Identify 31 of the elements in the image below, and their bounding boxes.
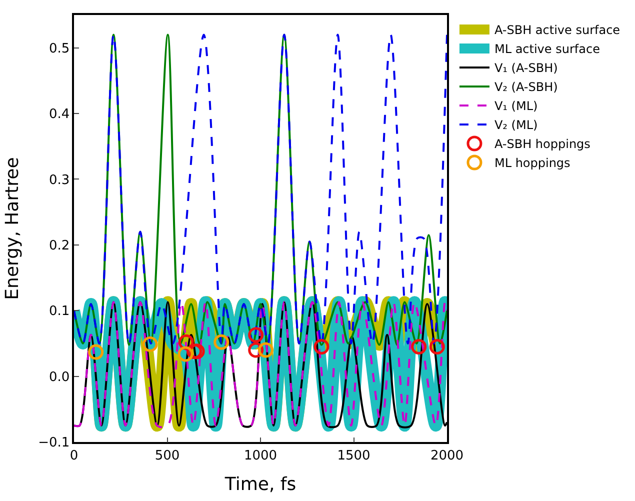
legend-label: ML hoppings xyxy=(494,156,570,170)
y-tick-label: −0.1 xyxy=(38,436,70,451)
x-tick-label: 2000 xyxy=(430,448,464,464)
point xyxy=(178,346,194,362)
point xyxy=(142,336,158,352)
point xyxy=(258,342,274,358)
legend-label: V₁ (ML) xyxy=(494,99,538,114)
x-axis-title: Time, fs xyxy=(224,474,296,495)
x-tick-label: 1000 xyxy=(244,448,278,464)
point xyxy=(248,327,264,343)
legend-label: V₂ (A-SBH) xyxy=(494,80,558,94)
y-tick-label: 0.3 xyxy=(48,172,70,188)
y-tick-label: 0.5 xyxy=(48,41,70,56)
point xyxy=(314,339,330,354)
y-tick-label: 0.0 xyxy=(48,370,70,385)
point xyxy=(88,344,104,360)
legend-label: V₂ (ML) xyxy=(494,118,538,132)
legend-label: A-SBH active surface xyxy=(494,23,620,38)
y-tick-label: 0.1 xyxy=(48,304,70,320)
legend-label: V₁ (A-SBH) xyxy=(494,61,558,76)
x-tick-label: 0 xyxy=(70,448,78,464)
point xyxy=(214,334,230,350)
legend-label: A-SBH hoppings xyxy=(494,137,590,152)
x-tick-label: 1500 xyxy=(337,448,370,464)
y-tick-label: 0.2 xyxy=(48,238,70,254)
y-tick-label: 0.4 xyxy=(48,107,70,122)
point xyxy=(429,339,445,354)
point xyxy=(411,339,427,354)
y-axis-title: Energy, Hartree xyxy=(2,157,23,300)
x-tick-label: 500 xyxy=(154,448,180,464)
legend-label: ML active surface xyxy=(494,42,600,56)
